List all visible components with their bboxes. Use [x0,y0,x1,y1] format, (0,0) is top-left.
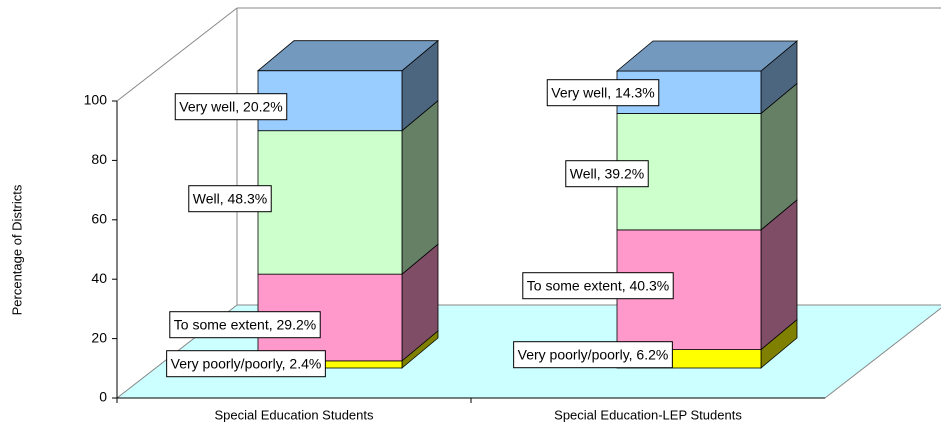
data-label-box [174,93,288,121]
data-label-text: Very poorly/poorly, 6.2% [518,347,669,363]
y-tick-label: 100 [84,92,108,108]
wall-edge [116,7,238,102]
bar-top [256,40,440,72]
data-label-box [169,311,321,339]
data-label-box [188,185,272,213]
data-label: Well, 48.3% [188,185,272,213]
data-label-text: Well, 39.2% [570,166,644,182]
data-label-text: Very well, 20.2% [179,99,283,115]
x-tick-label: Special Education-LEP Students [554,407,742,422]
y-tick-label: 40 [91,270,107,286]
y-tick-label: 60 [91,211,107,227]
data-label-text: Very well, 14.3% [551,85,655,101]
data-label: To some extent, 40.3% [522,272,674,300]
data-label-box [522,272,674,300]
x-tick-label: Special Education Students [215,407,374,422]
data-label: Very well, 14.3% [546,79,660,107]
data-label-text: To some extent, 40.3% [527,278,669,294]
data-label-box [546,79,660,107]
data-label: Very poorly/poorly, 2.4% [166,350,326,378]
data-label: To some extent, 29.2% [169,311,321,339]
data-label: Well, 39.2% [565,160,649,188]
y-axis-label: Percentage of Districts [9,184,24,315]
y-tick-label: 20 [91,329,107,345]
y-tick-label: 0 [99,389,107,405]
data-label-box [166,350,326,378]
bar-top [615,40,799,72]
y-tick-label: 80 [91,151,107,167]
data-label-text: To some extent, 29.2% [174,317,316,333]
data-label-text: Well, 48.3% [193,191,267,207]
bar-segment [257,130,403,275]
data-label: Very poorly/poorly, 6.2% [513,341,673,369]
data-label: Very well, 20.2% [174,93,288,121]
data-label-box [513,341,673,369]
data-label-text: Very poorly/poorly, 2.4% [171,356,322,372]
data-label-box [565,160,649,188]
